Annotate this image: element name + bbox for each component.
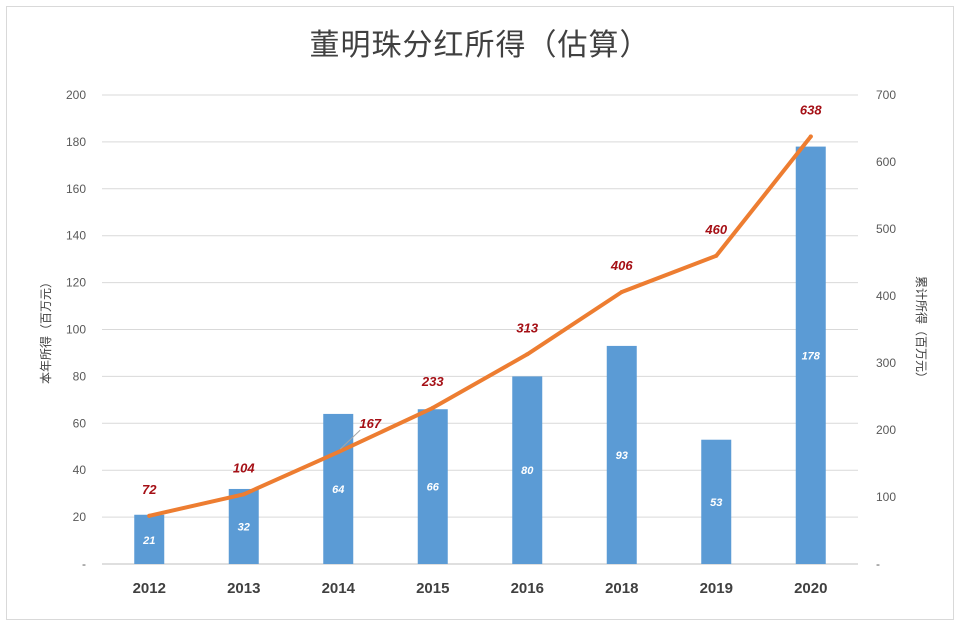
y-tick-label: 120	[66, 276, 86, 290]
y2-tick-label: 500	[876, 222, 896, 236]
y2-tick-label: 300	[876, 356, 896, 370]
left-axis-label: 本年所得（百万元）	[38, 276, 53, 384]
x-tick-label: 2013	[227, 580, 260, 597]
y2-tick-label: -	[876, 557, 880, 571]
line-value-label: 638	[800, 103, 822, 118]
line-point	[808, 134, 813, 139]
bar-series	[134, 146, 826, 564]
line-value-label: 233	[421, 374, 444, 389]
x-tick-label: 2016	[511, 580, 544, 597]
line-value-label: 167	[359, 416, 381, 431]
line-point	[714, 253, 719, 258]
bar	[228, 488, 259, 564]
gridlines	[102, 94, 858, 565]
bar	[606, 345, 637, 564]
line-value-label: 313	[516, 320, 538, 335]
x-tick-label: 2020	[794, 580, 827, 597]
y2-tick-label: 700	[876, 88, 896, 102]
bar-value-label: 178	[802, 350, 821, 362]
bar-value-label: 66	[427, 482, 440, 494]
bar-value-label: 21	[142, 535, 155, 547]
x-tick-label: 2019	[700, 580, 733, 597]
bar	[134, 514, 165, 564]
bar	[512, 376, 543, 564]
bar	[323, 413, 354, 564]
line-point	[619, 289, 624, 294]
y-tick-label: 160	[66, 182, 86, 196]
line-point	[430, 405, 435, 410]
y-tick-label: 100	[66, 323, 86, 337]
y2-tick-label: 200	[876, 423, 896, 437]
bar	[417, 409, 448, 564]
line-data-labels: 72 104 167 233 313 406 460 638	[142, 103, 822, 497]
line-value-label: 72	[142, 482, 157, 497]
bar-value-label: 93	[616, 450, 628, 462]
left-axis-ticks: - 20 40 60 80 100 120 140 160 180 200	[66, 88, 86, 571]
y-tick-label: 40	[73, 463, 87, 477]
leader-line	[339, 429, 361, 450]
line-point	[336, 450, 341, 455]
y-tick-label: 200	[66, 88, 86, 102]
y-tick-label: 60	[73, 416, 87, 430]
line-point	[525, 352, 530, 357]
y-tick-label: -	[82, 557, 86, 571]
bar	[701, 439, 732, 564]
line-value-label: 104	[233, 460, 255, 475]
y-tick-label: 80	[73, 369, 87, 383]
line-series	[147, 134, 813, 518]
bar-value-label: 80	[521, 465, 534, 477]
y-tick-label: 140	[66, 229, 86, 243]
y-tick-label: 20	[73, 510, 87, 524]
line-value-label: 406	[610, 258, 633, 273]
x-tick-label: 2015	[416, 580, 449, 597]
right-axis-label: 累计所得（百万元）	[914, 276, 929, 384]
bar-value-label: 53	[710, 497, 722, 509]
right-axis-ticks: - 100 200 300 400 500 600 700	[876, 88, 896, 571]
x-tick-label: 2012	[133, 580, 166, 597]
line-value-label: 460	[704, 222, 727, 237]
bar-data-labels: 21 32 64 66 80 93 53 178	[142, 350, 821, 547]
y2-tick-label: 100	[876, 490, 896, 504]
bar-value-label: 32	[238, 521, 250, 533]
line-point	[147, 513, 152, 518]
y-tick-label: 180	[66, 135, 86, 149]
bar-value-label: 64	[332, 484, 344, 496]
bar	[795, 146, 826, 564]
x-tick-label: 2018	[605, 580, 638, 597]
chart-title: 董明珠分红所得（估算）	[309, 28, 651, 63]
line-point	[241, 492, 246, 497]
x-axis-ticks: 2012 2013 2014 2015 2016 2018 2019 2020	[133, 580, 828, 597]
x-tick-label: 2014	[322, 580, 356, 597]
y2-tick-label: 600	[876, 155, 896, 169]
cumulative-line	[147, 134, 813, 518]
y2-tick-label: 400	[876, 289, 896, 303]
